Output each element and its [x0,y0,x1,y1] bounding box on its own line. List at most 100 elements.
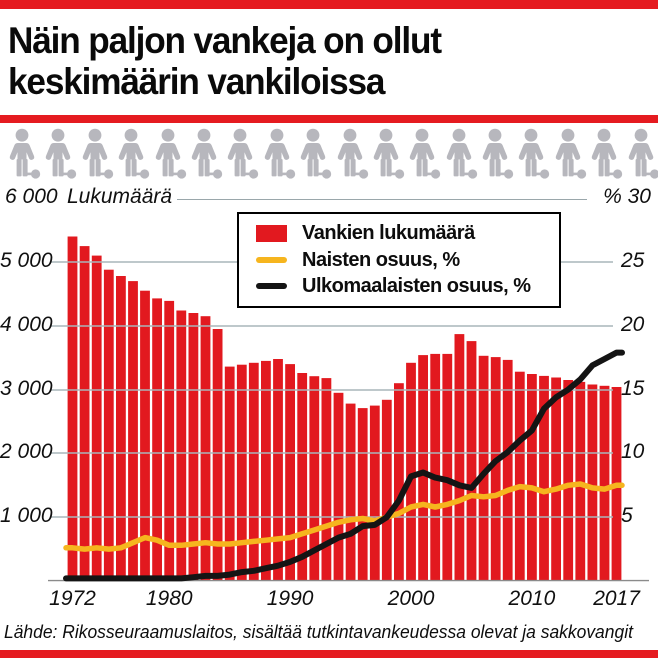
bar-1973 [79,246,90,581]
top-red-rule [0,0,658,9]
bar-1989 [273,359,283,581]
prisoner-ball-chain-icon [516,128,552,186]
legend-item-foreigner-share: Ulkomaalaisten osuus, % [256,275,559,298]
y-axis-label-3000: 3 000 [0,377,53,400]
prisoner-ball-chain-icon [80,128,116,186]
bar-1998 [381,399,392,581]
legend-item-women-share: Naisten osuus, % [256,249,559,272]
x-axis-label-2017: 2017 [593,587,640,610]
bar-1983 [200,316,211,581]
pct-axis-label-5: 5 [621,504,633,527]
bar-2013 [563,380,574,581]
bar-2005 [466,341,477,581]
bottom-red-rule [0,650,658,658]
page-title: Näin paljon vankeja on ollut keskimäärin… [8,20,442,102]
bar-2002 [430,353,441,581]
bar-1986 [236,364,247,581]
bar-2006 [478,355,489,581]
left-axis-title: Lukumäärä [67,185,173,208]
prisoner-ball-chain-icon [116,128,152,186]
bar-1996 [357,408,368,581]
pct-axis-label-20: 20 [621,313,645,336]
bar-2011 [539,375,549,581]
left-axis-max-label: 6 000 [5,185,58,208]
bar-1984 [212,329,223,581]
bar-1987 [248,362,259,581]
prisoner-ball-chain-icon [335,128,371,186]
pct-axis-label-15: 15 [621,377,645,400]
bar-2001 [418,355,428,581]
red-bar-swatch-icon [256,225,287,243]
pct-axis-label-25: 25 [621,249,645,272]
y-axis-label-5000: 5 000 [0,249,53,272]
bar-2004 [454,334,465,581]
chart-legend: Vankien lukumäärä Naisten osuus, % Ulkom… [237,212,561,308]
x-axis-label-2000: 2000 [387,587,435,610]
bar-2000 [406,362,416,581]
bar-1992 [309,376,320,581]
bar-1995 [345,403,356,581]
bar-2010 [527,374,537,581]
bar-1978 [140,290,150,581]
page-title-line1: Näin paljon vankeja on ollut [8,20,442,61]
bar-2015 [587,384,598,581]
prisoner-ball-chain-icon [371,128,407,186]
bar-1999 [394,383,404,581]
x-axis-label-2010: 2010 [508,587,556,610]
page-title-line2: keskimäärin vankiloissa [8,61,385,102]
bar-1976 [116,276,126,581]
prisoner-icon-strip [7,128,658,186]
legend-label: Ulkomaalaisten osuus, % [302,274,531,297]
bar-1981 [176,310,187,581]
bar-1972 [67,236,78,581]
bar-1979 [152,298,162,581]
y-axis-label-1000: 1 000 [0,504,53,527]
bar-2003 [442,353,453,581]
bar-1990 [285,364,295,581]
bar-2016 [599,385,610,581]
prisoner-ball-chain-icon [7,128,43,186]
prisoner-ball-chain-icon [553,128,589,186]
bar-1993 [321,378,332,581]
bar-1975 [103,269,114,581]
prisoner-ball-chain-icon [407,128,443,186]
black-line-swatch-icon [256,283,287,290]
prisoner-ball-chain-icon [225,128,261,186]
axis-header-line [177,199,587,201]
y-axis-label-2000: 2 000 [0,440,53,463]
prisoner-ball-chain-icon [153,128,189,186]
legend-label: Vankien lukumäärä [302,222,475,245]
bar-2009 [514,371,525,581]
bar-2008 [502,359,513,581]
prisoner-ball-chain-icon [480,128,516,186]
bar-1997 [369,405,380,581]
prisoner-ball-chain-icon [298,128,334,186]
legend-item-prisoner-count: Vankien lukumäärä [256,222,559,245]
x-axis-label-1990: 1990 [266,587,314,610]
prisoner-ball-chain-icon [189,128,225,186]
prisoner-ball-chain-icon [262,128,298,186]
prisoner-ball-chain-icon [626,128,658,186]
y-axis-label-4000: 4 000 [0,313,53,336]
prisoner-ball-chain-icon [444,128,480,186]
bar-2012 [551,377,561,581]
naisten-osuus-line [63,481,625,552]
bar-1991 [297,373,308,581]
pct-axis-label-10: 10 [621,440,645,463]
prisoner-ball-chain-icon [589,128,625,186]
x-axis-label-1980: 1980 [145,587,193,610]
x-axis-label-1972: 1972 [49,587,96,610]
bar-1985 [224,366,235,581]
bar-1994 [333,392,344,581]
bar-1988 [261,360,271,581]
legend-label: Naisten osuus, % [302,248,460,271]
prisoner-ball-chain-icon [43,128,79,186]
mid-red-rule [0,115,658,123]
yellow-line-swatch-icon [256,257,287,263]
bar-1982 [188,313,199,581]
bar-1980 [164,300,175,581]
bar-2007 [490,357,501,581]
right-axis-max-label: % 30 [603,185,651,208]
